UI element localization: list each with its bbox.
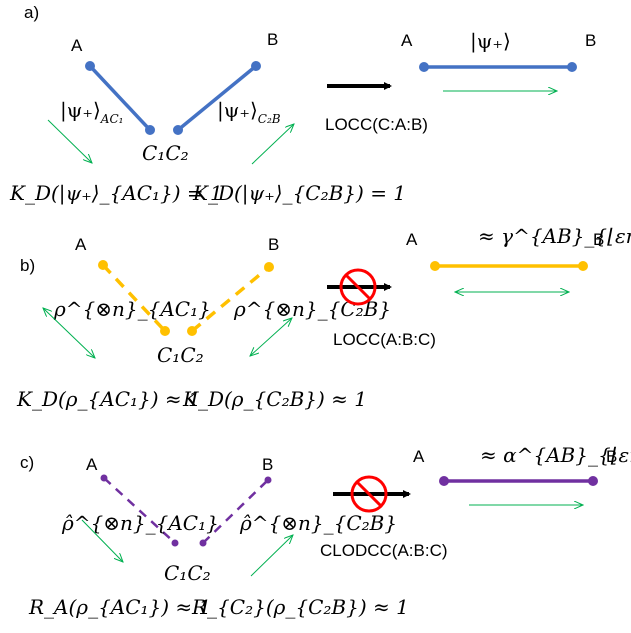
state-c2b-label: ρ^{⊗n}_{C₂B} [233, 297, 391, 321]
target-node-a [439, 476, 449, 486]
eq-left: K_D(|ψ₊⟩_{AC₁}) = 1 [9, 181, 223, 206]
target-b-label: B [606, 447, 617, 466]
green-arrow-right [251, 124, 294, 165]
panel-c-label: c) [20, 453, 34, 472]
edge-c2b [176, 64, 258, 132]
state-ac1-sub: AC₁ [100, 112, 124, 126]
operation-label: LOCC(A:B:C) [333, 330, 436, 349]
forbidden-icon [350, 475, 388, 513]
state-ac1-label: ρ^{⊗n}_{AC₁} [53, 297, 211, 321]
node-a-label-left: A [86, 455, 98, 474]
node-c1 [145, 125, 155, 135]
node-c1 [160, 326, 170, 336]
node-c2 [199, 539, 207, 547]
node-b [251, 61, 261, 71]
eq-right: R_{C₂}(ρ_{C₂B}) ≈ 1 [191, 595, 409, 619]
target-state-label: ≈ α^{AB}_{⌊εn⌋} [480, 443, 631, 467]
c-nodes-label: C₁C₂ [164, 561, 211, 585]
node-a [100, 474, 108, 482]
state-c2b-base: |ψ₊⟩ [217, 98, 258, 123]
panel-a: a) A B |ψ₊⟩AC₁ |ψ₊⟩C₂B C₁C₂ K_D(|ψ₊⟩_{AC… [9, 3, 596, 206]
target-a-label: A [413, 447, 425, 466]
target-node-b [567, 62, 577, 72]
panel-b: b) A B ρ^{⊗n}_{AC₁} ρ^{⊗n}_{C₂B} C₁C₂ K_… [16, 224, 631, 411]
edge-ac1 [103, 477, 176, 544]
state-c2b-sub: C₂B [258, 112, 281, 126]
state-ac1-base: |ψ₊⟩ [60, 98, 101, 123]
target-node-b [578, 261, 588, 271]
c-nodes-label: C₁C₂ [157, 343, 204, 367]
eq-right: K_D(|ψ₊⟩_{C₂B}) = 1 [192, 181, 406, 206]
node-c2 [173, 125, 183, 135]
target-state-label: ≈ γ^{AB}_{⌊εn⌋} [478, 224, 631, 248]
green-arrow-left [47, 119, 92, 163]
edge-ac1 [88, 64, 152, 132]
panel-b-label: b) [20, 256, 35, 275]
green-arrow-right [250, 318, 292, 356]
state-c2b-label: |ψ₊⟩C₂B [217, 98, 281, 126]
eq-left: K_D(ρ_{AC₁}) ≈ 1 [16, 387, 201, 411]
panel-c: c) A B ρ̂^{⊗n}_{AC₁} ρ̂^{⊗n}_{C₂B} C₁C₂ … [20, 443, 631, 619]
edge-c2b [190, 265, 271, 333]
target-b-label: B [585, 31, 596, 50]
operation-label: LOCC(C:A:B) [325, 115, 428, 134]
target-node-b [588, 476, 598, 486]
target-b-label: B [593, 230, 604, 249]
node-c1 [171, 539, 179, 547]
node-b-label-left: B [268, 235, 279, 254]
node-b-label-left: B [262, 455, 273, 474]
green-arrow-left [43, 308, 95, 358]
target-node-a [430, 261, 440, 271]
forbidden-icon [339, 268, 377, 306]
state-ac1-label: |ψ₊⟩AC₁ [60, 98, 123, 126]
operation-label: CLODCC(A:B:C) [320, 541, 448, 560]
target-state-label: |ψ₊⟩ [470, 29, 511, 54]
eq-right: K_D(ρ_{C₂B}) ≈ 1 [182, 387, 367, 411]
node-b [264, 476, 272, 484]
eq-left: R_A(ρ_{AC₁}) ≈ 1 [28, 595, 211, 619]
green-arrow-left [81, 519, 123, 562]
node-a-label-left: A [71, 36, 83, 55]
green-arrow-right [250, 535, 293, 577]
node-a [85, 61, 95, 71]
node-a-label-left: A [75, 235, 87, 254]
target-node-a [419, 62, 429, 72]
node-b [264, 262, 274, 272]
node-a [98, 260, 108, 270]
panel-a-label: a) [24, 3, 39, 22]
edge-ac1 [101, 263, 167, 333]
node-b-label-left: B [267, 30, 278, 49]
target-a-label: A [401, 31, 413, 50]
node-c2 [187, 326, 197, 336]
target-a-label: A [406, 230, 418, 249]
c-nodes-label: C₁C₂ [142, 141, 189, 165]
state-c2b-label: ρ̂^{⊗n}_{C₂B} [239, 511, 397, 535]
state-ac1-label: ρ̂^{⊗n}_{AC₁} [61, 511, 219, 535]
